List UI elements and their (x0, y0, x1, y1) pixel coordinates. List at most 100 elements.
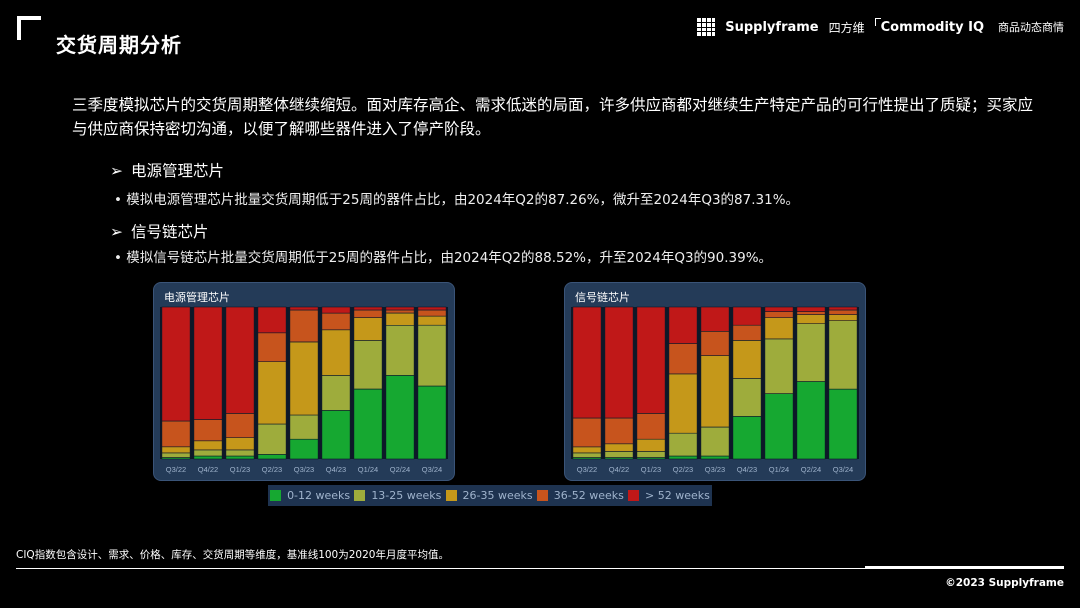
bar-segment (828, 320, 858, 390)
bar-segment (764, 311, 794, 319)
bar-segment (289, 414, 319, 440)
bar-segment (668, 343, 698, 375)
supplyframe-logo-icon (697, 18, 716, 36)
bar-segment (604, 306, 634, 419)
chart-title: 信号链芯片 (575, 291, 630, 304)
legend-item: 13-25 weeks (354, 489, 441, 502)
bar-segment (225, 306, 255, 414)
legend-item: 26-35 weeks (445, 489, 533, 502)
bar-segment (257, 423, 287, 455)
bar-segment (257, 306, 287, 334)
bar-segment (764, 306, 794, 312)
bar-segment (289, 309, 319, 343)
bar-segment (604, 443, 634, 452)
bar-segment (321, 312, 351, 331)
bar-segment (417, 315, 447, 326)
brand-cn: 四方维 (828, 20, 865, 35)
bar-segment (161, 420, 191, 448)
footnote: CIQ指数包含设计、需求、价格、库存、交货周期等维度，基准线100为2020年月… (16, 549, 449, 561)
bar-segment (257, 361, 287, 425)
legend-swatch (270, 490, 282, 501)
bar-segment (225, 455, 255, 460)
footer-divider-accent (865, 566, 1064, 569)
x-tick-label: Q4/22 (609, 465, 629, 474)
x-tick-label: Q3/23 (705, 465, 725, 474)
section-heading-power-label: 电源管理芯片 (131, 162, 225, 180)
bar-segment (385, 309, 415, 314)
bar-segment (636, 438, 666, 452)
bar-segment (193, 440, 223, 451)
bar-segment (225, 413, 255, 438)
legend-swatch (536, 490, 548, 501)
bar-segment (796, 306, 826, 312)
bar-segment (289, 341, 319, 416)
x-tick-label: Q3/24 (422, 465, 442, 474)
x-tick-label: Q1/23 (230, 465, 250, 474)
bar-segment (700, 330, 730, 356)
bar-segment (700, 426, 730, 457)
bar-segment (828, 388, 858, 460)
bar-segment (353, 317, 383, 341)
bar-segment (385, 312, 415, 326)
arrow-icon: ➢ (110, 223, 123, 241)
brand-commodity-iq: Commodity IQ (874, 17, 984, 35)
bar-segment (796, 311, 826, 315)
bar-segment (321, 410, 351, 460)
bar-segment (636, 306, 666, 414)
bar-segment (828, 309, 858, 315)
bar-segment (417, 306, 447, 311)
bar-segment (604, 451, 634, 458)
bar-segment (321, 329, 351, 376)
bar-segment (796, 314, 826, 325)
x-tick-label: Q3/22 (577, 465, 597, 474)
bar-segment (161, 306, 191, 422)
bar-segment (193, 306, 223, 420)
bar-segment (572, 446, 602, 454)
bar-segment (732, 378, 762, 417)
bar-segment (796, 323, 826, 382)
page-title: 交货周期分析 (56, 33, 182, 57)
bar-segment (353, 340, 383, 390)
bar-segment (161, 446, 191, 454)
x-tick-label: Q3/22 (166, 465, 186, 474)
x-tick-label: Q2/23 (673, 465, 693, 474)
bar-segment (353, 309, 383, 318)
x-tick-label: Q4/23 (737, 465, 757, 474)
bar-segment (225, 449, 255, 457)
arrow-icon: ➢ (110, 162, 123, 180)
bar-segment (321, 306, 351, 314)
legend-label: 36-52 weeks (553, 489, 624, 502)
legend-item: > 52 weeks (628, 489, 710, 502)
bar-segment (193, 455, 223, 460)
bar-segment (764, 317, 794, 340)
x-tick-label: Q4/23 (326, 465, 346, 474)
section-heading-signal: ➢ 信号链芯片 (110, 220, 209, 242)
bar-segment (732, 324, 762, 341)
bar-segment (321, 375, 351, 411)
bar-segment (828, 314, 858, 322)
x-tick-label: Q1/24 (769, 465, 789, 474)
bar-segment (385, 375, 415, 460)
bullet-power: • 模拟电源管理芯片批量交货周期低于25周的器件占比，由2024年Q2的87.2… (114, 188, 799, 208)
bar-segment (636, 451, 666, 458)
bar-segment (385, 306, 415, 311)
bar-segment (700, 355, 730, 428)
bar-segment (700, 306, 730, 332)
legend-swatch (354, 490, 366, 501)
bar-segment (353, 306, 383, 311)
intro-paragraph: 三季度模拟芯片的交货周期整体继续缩短。面对库存高企、需求低迷的局面，许多供应商都… (72, 96, 1034, 138)
brand-ciq-cn: 商品动态商情 (998, 21, 1064, 34)
bar-segment (572, 452, 602, 458)
legend-swatch (445, 490, 457, 501)
brand-bar: Supplyframe 四方维 Commodity IQ 商品动态商情 (697, 17, 1064, 36)
bar-segment (257, 454, 287, 460)
bar-segment (572, 417, 602, 448)
bar-segment (289, 306, 319, 311)
chart-svg: Q3/22 Q4/22 Q1/23 Q2/23 Q3/23 Q4/23 Q1/24 Q2/24… (571, 306, 859, 474)
bar-segment (668, 432, 698, 457)
bar-segment (604, 417, 634, 445)
bar-segment (572, 306, 602, 419)
bar-segment (764, 338, 794, 394)
bar-segment (668, 373, 698, 434)
copyright: ©2023 Supplyframe (945, 577, 1064, 589)
